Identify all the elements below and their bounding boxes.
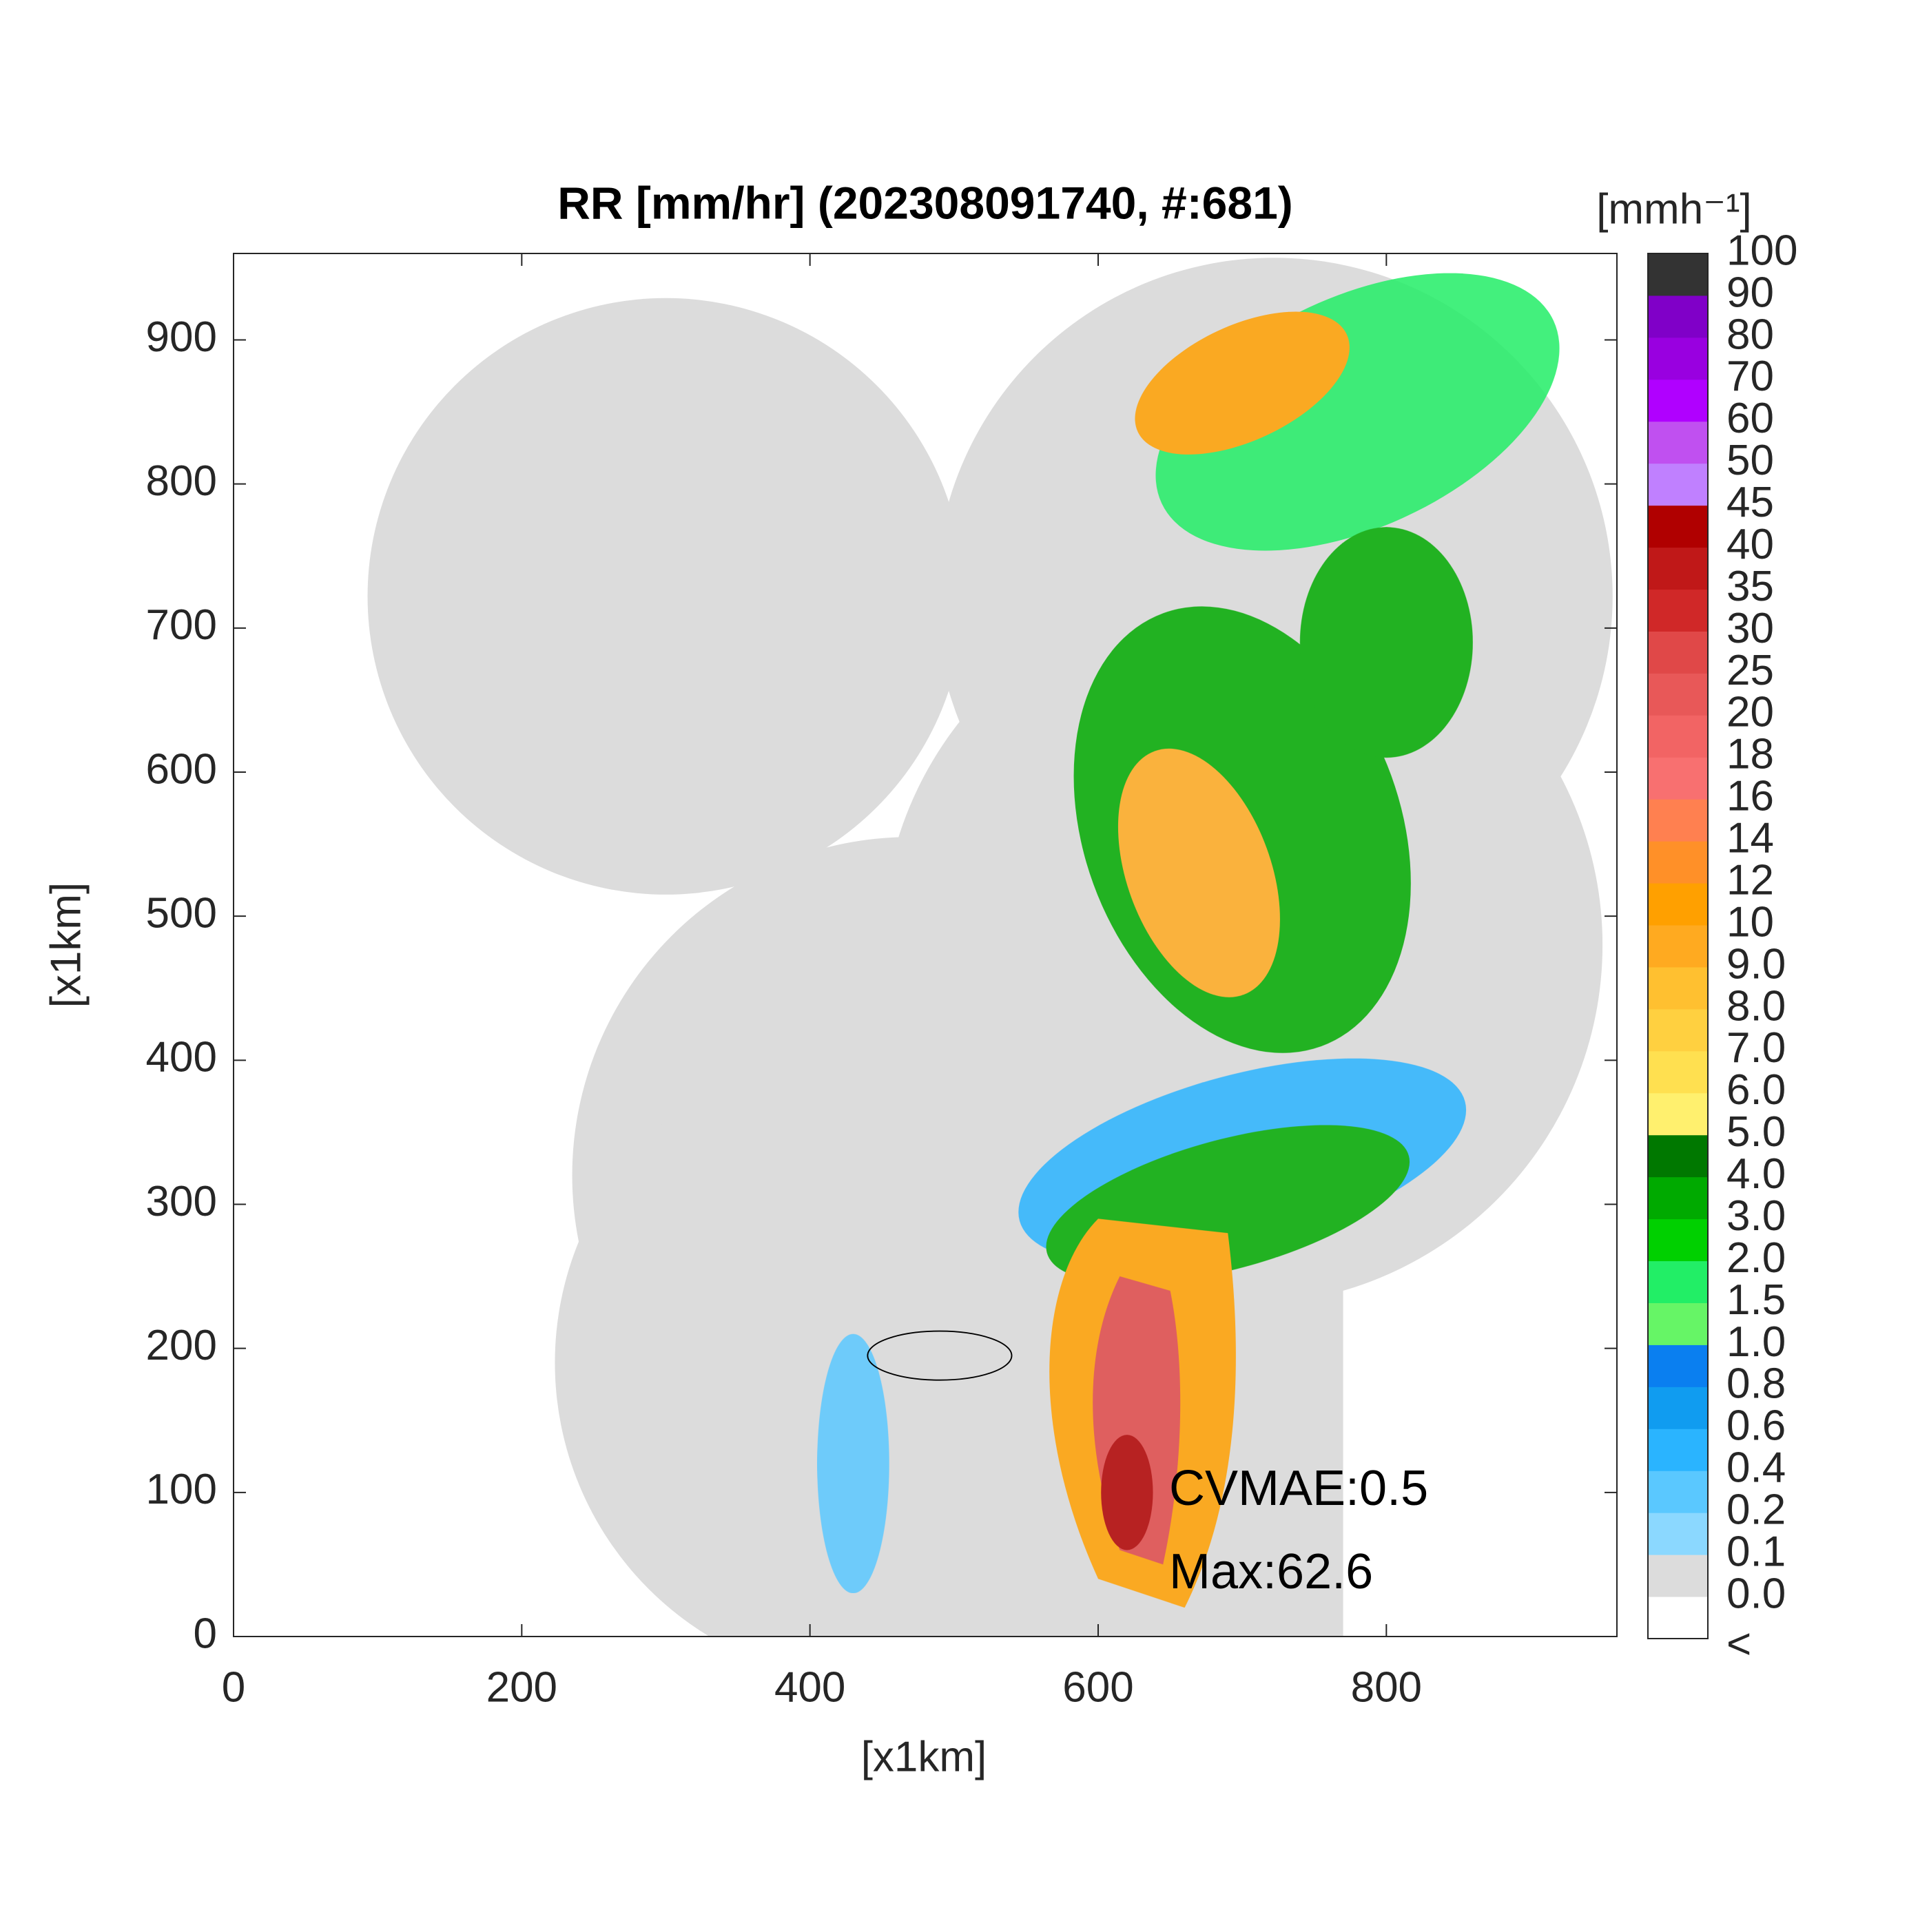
colorbar-segment [1648,589,1708,632]
colorbar-tick-label: 50 [1726,437,1774,484]
colorbar-tick-label: 0.6 [1726,1402,1786,1450]
colorbar-segment [1648,1344,1708,1387]
y-tick-label: 300 [146,1178,217,1225]
x-axis-label: [x1km] [861,1733,987,1780]
colorbar-tick-label: 70 [1726,353,1774,400]
colorbar-tick-label: 100 [1726,227,1797,274]
y-axis-label: [x1km] [42,882,90,1008]
colorbar-tick-label: 1.0 [1726,1318,1786,1366]
colorbar-tick-label: 10 [1726,898,1774,946]
colorbar-tick-label: 0.2 [1726,1486,1786,1534]
colorbar-segment [1648,253,1708,296]
colorbar-tick-label: 3.0 [1726,1192,1786,1240]
colorbar-tick-label: 5.0 [1726,1108,1786,1156]
colorbar-segment [1648,1302,1708,1345]
colorbar-segment [1648,1092,1708,1136]
colorbar-segment [1648,1555,1708,1597]
colorbar-tick-label: 0.1 [1726,1528,1786,1575]
colorbar-tick-label: 12 [1726,856,1774,904]
colorbar-segment [1648,421,1708,464]
colorbar-tick-label: 7.0 [1726,1024,1786,1072]
y-tick-label: 700 [146,601,217,649]
colorbar-segment [1648,295,1708,338]
y-tick-label: 600 [146,745,217,793]
x-tick-label: 600 [1062,1663,1133,1711]
colorbar-segment [1648,673,1708,716]
colorbar-segment [1648,1597,1708,1639]
y-tick-label: 200 [146,1322,217,1369]
colorbar-segment [1648,1513,1708,1555]
colorbar-segment [1648,715,1708,758]
colorbar-tick-label: 14 [1726,815,1774,862]
colorbar-tick-label: 40 [1726,521,1774,568]
colorbar-tick-label: 30 [1726,605,1774,652]
annotation: Max:62.6 [1169,1544,1373,1599]
colorbar-segment [1648,1176,1708,1220]
colorbar-tick-label: 80 [1726,311,1774,358]
colorbar-segment [1648,505,1708,548]
colorbar-tick-label: 9.0 [1726,940,1786,988]
colorbar-tick-label: 4.0 [1726,1150,1786,1198]
colorbar-segment [1648,883,1708,926]
colorbar-tick-label: 0.8 [1726,1360,1786,1408]
colorbar-tick-label: 20 [1726,689,1774,736]
x-tick-label: 400 [774,1663,845,1711]
colorbar-tick-label: 18 [1726,731,1774,778]
y-tick-label: 400 [146,1034,217,1081]
colorbar-tick-label: 2.0 [1726,1234,1786,1282]
colorbar-segment [1648,337,1708,380]
colorbar-tick-label: 60 [1726,395,1774,442]
colorbar-segment [1648,757,1708,800]
x-tick-label: 0 [222,1663,245,1711]
colorbar-segment [1648,1218,1708,1262]
radar-field [367,258,1613,1637]
y-tick-label: 800 [146,457,217,505]
colorbar-tick-label: 0.4 [1726,1444,1786,1492]
colorbar-frame [1647,253,1709,1639]
y-tick-label: 0 [194,1610,217,1657]
x-tick-label: 800 [1351,1663,1422,1711]
chart-title: RR [mm/hr] (202308091740, #:681) [557,177,1293,228]
colorbar-segment [1648,1008,1708,1052]
colorbar-segment [1648,1429,1708,1471]
colorbar-segment [1648,1134,1708,1178]
colorbar-segment [1648,841,1708,884]
colorbar-segment [1648,1471,1708,1513]
colorbar-tick-label: 8.0 [1726,982,1786,1030]
y-tick-label: 900 [146,313,217,361]
colorbar-segment [1648,925,1708,968]
colorbar-tick-label: 90 [1726,269,1774,316]
colorbar-segment [1648,631,1708,674]
y-tick-label: 500 [146,890,217,937]
colorbar-segment [1648,799,1708,842]
colorbar-tick-label: 6.0 [1726,1066,1786,1114]
colorbar-segment [1648,547,1708,590]
colorbar-segment [1648,463,1708,506]
colorbar-segment [1648,1260,1708,1303]
colorbar-segment [1648,1386,1708,1429]
y-tick-label: 100 [146,1466,217,1513]
x-tick-label: 200 [486,1663,557,1711]
colorbar-segment [1648,966,1708,1010]
colorbar-label: [mmh⁻¹] [1596,185,1752,233]
colorbar-segment [1648,379,1708,422]
plot-frame [233,253,1618,1637]
colorbar-tick-label: 25 [1726,647,1774,694]
annotation: CVMAE:0.5 [1169,1461,1428,1516]
colorbar-tick-label: 45 [1726,479,1774,526]
colorbar-tick-label: 0.0 [1726,1570,1786,1617]
colorbar-tick-label: 16 [1726,773,1774,820]
colorbar-tick-label: 35 [1726,563,1774,610]
colorbar-segment [1648,1050,1708,1094]
colorbar-tick-label: 1.5 [1726,1276,1786,1324]
colorbar-tick-label: < [1726,1620,1751,1668]
